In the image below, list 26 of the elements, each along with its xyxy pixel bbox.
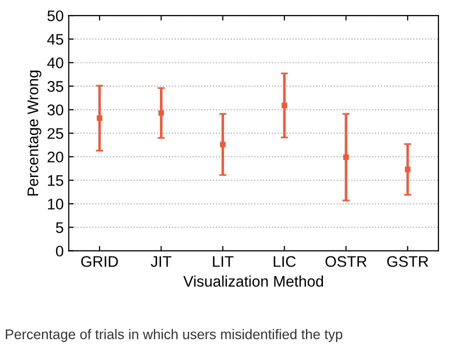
x-axis-title: Visualization Method xyxy=(183,276,323,287)
y-axis-title: Percentage Wrong xyxy=(28,70,42,196)
y-tick-label: 0 xyxy=(56,246,64,257)
y-tick-label: 5 xyxy=(56,222,64,234)
x-tick-label: GSTR xyxy=(387,256,428,267)
point xyxy=(220,142,226,148)
x-tick-label: JIT xyxy=(150,256,172,267)
y-tick-label: 50 xyxy=(47,10,64,22)
text: Percentage of trials in which users misidentified the typ xyxy=(6,329,342,342)
y-tick-label: 35 xyxy=(47,81,64,92)
y-tick-label: 30 xyxy=(47,104,64,116)
point xyxy=(282,102,288,108)
x-tick-label: LIT xyxy=(212,256,234,267)
point xyxy=(96,115,102,121)
point xyxy=(343,154,349,160)
point xyxy=(404,166,410,172)
x-tick-label: GRID xyxy=(81,256,118,267)
y-tick-label: 40 xyxy=(47,57,64,68)
y-tick-label: 45 xyxy=(47,34,64,45)
y-tick-label: 20 xyxy=(48,152,64,162)
y-tick-label: 25 xyxy=(48,128,64,139)
x-tick-label: LIC xyxy=(274,256,296,267)
point xyxy=(158,110,164,116)
y-tick-label: 15 xyxy=(48,175,64,186)
y-tick-label: 10 xyxy=(48,198,64,210)
x-tick-label: OSTR xyxy=(326,256,367,267)
